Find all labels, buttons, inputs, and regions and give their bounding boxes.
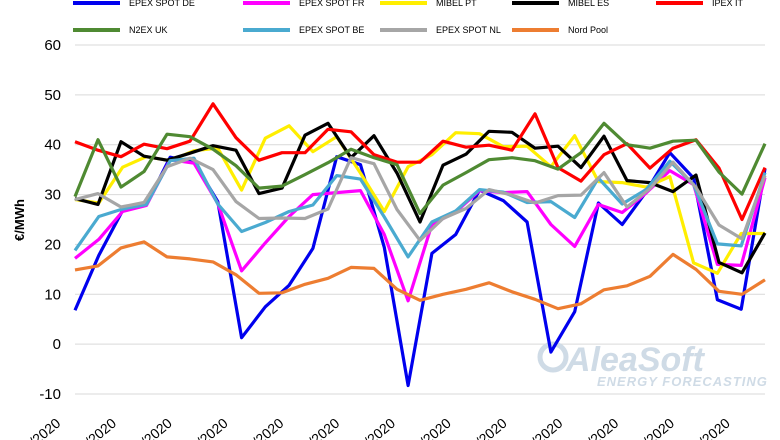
x-axis-ticks: /2020/2020/2020/2020/2020/2020/2020/2020… xyxy=(26,415,733,440)
legend-label: EPEX SPOT FR xyxy=(299,0,365,8)
series-line-7 xyxy=(74,156,767,242)
legend-label: Nord Pool xyxy=(568,25,608,35)
x-tick-label: /2020 xyxy=(249,415,286,440)
legend-label: EPEX SPOT NL xyxy=(436,25,501,35)
series-line-4 xyxy=(74,102,767,222)
watermark: AleaSoft ENERGY FORECASTING xyxy=(537,341,768,389)
x-tick-label: /2020 xyxy=(26,415,63,440)
x-tick-label: /2020 xyxy=(473,415,510,440)
y-tick-label: 30 xyxy=(44,187,61,204)
y-tick-label: 60 xyxy=(44,37,61,54)
legend: EPEX SPOT DE EPEX SPOT FR MIBEL PT MIBEL ES… xyxy=(73,0,744,35)
y-tick-label: 20 xyxy=(44,236,61,253)
series-lines xyxy=(73,102,767,388)
gridlines xyxy=(75,44,765,395)
y-tick-label: -10 xyxy=(39,386,61,403)
legend-label: EPEX SPOT DE xyxy=(129,0,195,8)
legend-label: EPEX SPOT BE xyxy=(299,25,364,35)
x-tick-label: /2020 xyxy=(640,415,677,440)
watermark-tagline: ENERGY FORECASTING xyxy=(597,374,768,389)
series-line-2 xyxy=(74,124,765,275)
y-tick-label: 50 xyxy=(44,87,61,104)
x-tick-label: /2020 xyxy=(138,415,175,440)
x-tick-label: /2020 xyxy=(194,415,231,440)
x-tick-label: /2020 xyxy=(696,415,733,440)
legend-label: N2EX UK xyxy=(129,25,168,35)
x-tick-label: /2020 xyxy=(82,415,119,440)
y-tick-label: 40 xyxy=(44,137,61,154)
legend-label: MIBEL ES xyxy=(568,0,609,8)
y-axis-ticks: -10 0 10 20 30 40 50 60 xyxy=(39,37,61,403)
series-line-5 xyxy=(73,121,767,216)
x-tick-label: /2020 xyxy=(305,415,342,440)
y-axis-title: €/MWh xyxy=(12,199,27,241)
x-tick-label: /2020 xyxy=(584,415,621,440)
series-line-8 xyxy=(74,240,766,311)
x-tick-label: /2020 xyxy=(417,415,454,440)
watermark-logo-icon xyxy=(537,341,569,373)
y-tick-label: 0 xyxy=(53,336,61,353)
legend-label: MIBEL PT xyxy=(436,0,477,8)
y-tick-label: 10 xyxy=(44,286,61,303)
legend-label: IPEX IT xyxy=(712,0,744,8)
x-tick-label: /2020 xyxy=(361,415,398,440)
x-tick-label: /2020 xyxy=(528,415,565,440)
watermark-brand: AleaSoft xyxy=(565,341,706,379)
